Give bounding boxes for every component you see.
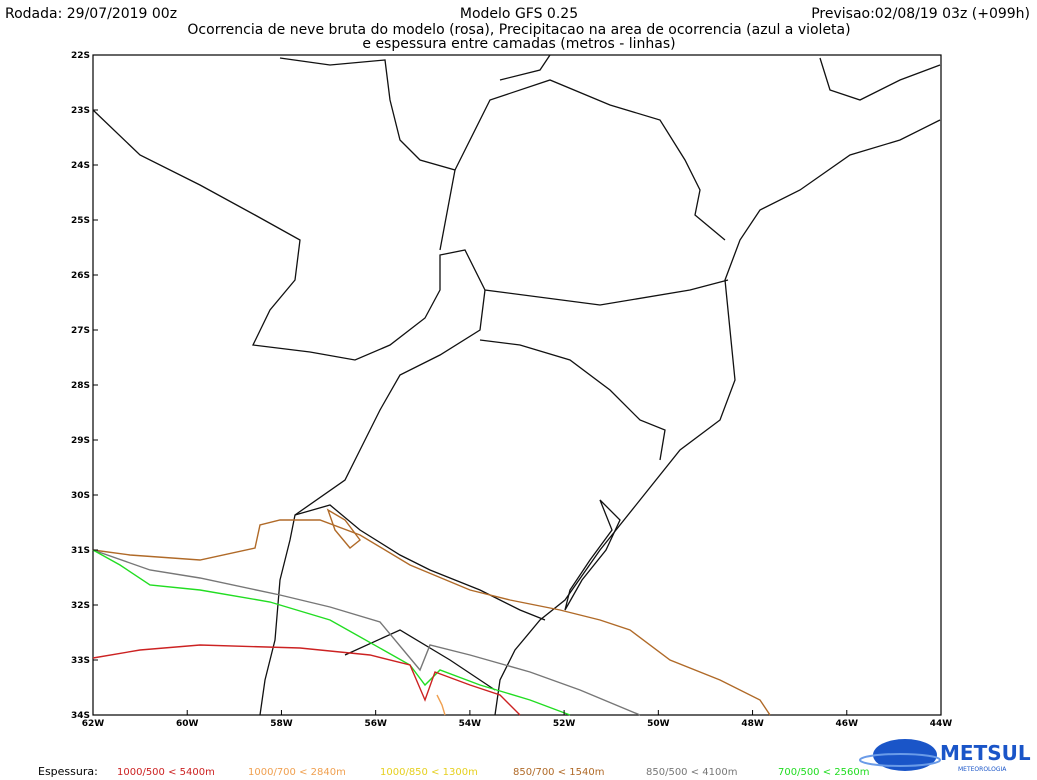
border [294, 504, 546, 621]
border [92, 109, 729, 361]
lon-label: 52W [553, 719, 576, 729]
legend-item: 1000/850 < 1300m [380, 767, 478, 778]
subtitle: Ocorrencia de neve bruta do modelo (rosa… [187, 22, 850, 38]
logo: METSUL METEOROLOGIA [859, 739, 1031, 773]
contour [92, 519, 771, 716]
border [479, 339, 666, 461]
border [499, 54, 551, 81]
lat-label: 34S [71, 711, 90, 721]
lon-label: 48W [741, 719, 764, 729]
lat-label: 29S [71, 436, 90, 446]
lat-label: 24S [71, 161, 90, 171]
thickness-lines [92, 508, 771, 716]
map-frame [92, 54, 942, 716]
lon-label: 62W [82, 719, 105, 729]
lat-label: 30S [71, 491, 90, 501]
border [454, 79, 726, 241]
legend-item: 1000/700 < 2840m [248, 767, 346, 778]
contour [92, 644, 521, 716]
legend-item: 850/500 < 4100m [646, 767, 737, 778]
lat-label: 31S [71, 546, 90, 556]
legend-label: Espessura: [38, 765, 98, 778]
lon-label: 60W [176, 719, 199, 729]
lon-label: 50W [647, 719, 670, 729]
lagoon [564, 499, 621, 611]
coastline [344, 629, 496, 691]
legend-item: 850/700 < 1540m [513, 767, 604, 778]
axes: 22S23S24S25S26S27S28S29S30S31S32S33S34S6… [71, 51, 952, 729]
logo-tagline: METEOROLOGIA [958, 766, 1007, 773]
legend-item: 1000/500 < 5400m [117, 767, 215, 778]
lon-label: 58W [270, 719, 293, 729]
model-label: Modelo GFS 0.25 [460, 6, 578, 22]
lon-label: 46W [836, 719, 859, 729]
legend: Espessura: 1000/500 < 5400m 1000/700 < 284… [38, 765, 869, 778]
contour [326, 508, 361, 549]
contour [92, 549, 571, 716]
run-label: Rodada: 29/07/2019 00z [5, 6, 177, 22]
subtitle: e espessura entre camadas (metros - linh… [362, 36, 675, 52]
lon-label: 54W [459, 719, 482, 729]
lat-label: 32S [71, 601, 90, 611]
border [259, 289, 486, 716]
lat-label: 22S [71, 51, 90, 61]
lat-label: 26S [71, 271, 90, 281]
lon-label: 44W [930, 719, 953, 729]
contour [436, 694, 446, 716]
legend-item: 700/500 < 2560m [778, 767, 869, 778]
logo-ring [859, 753, 941, 767]
lat-label: 28S [71, 381, 90, 391]
border [279, 57, 456, 251]
lat-label: 23S [71, 106, 90, 116]
contour [92, 549, 641, 716]
lat-label: 33S [71, 656, 90, 666]
lat-label: 27S [71, 326, 90, 336]
forecast-label: Previsao:02/08/19 03z (+099h) [811, 6, 1030, 22]
lat-label: 25S [71, 216, 90, 226]
lon-label: 56W [364, 719, 387, 729]
coastline [494, 119, 941, 716]
borders [92, 54, 941, 716]
coastline [819, 57, 941, 101]
logo-name: METSUL [940, 741, 1031, 765]
